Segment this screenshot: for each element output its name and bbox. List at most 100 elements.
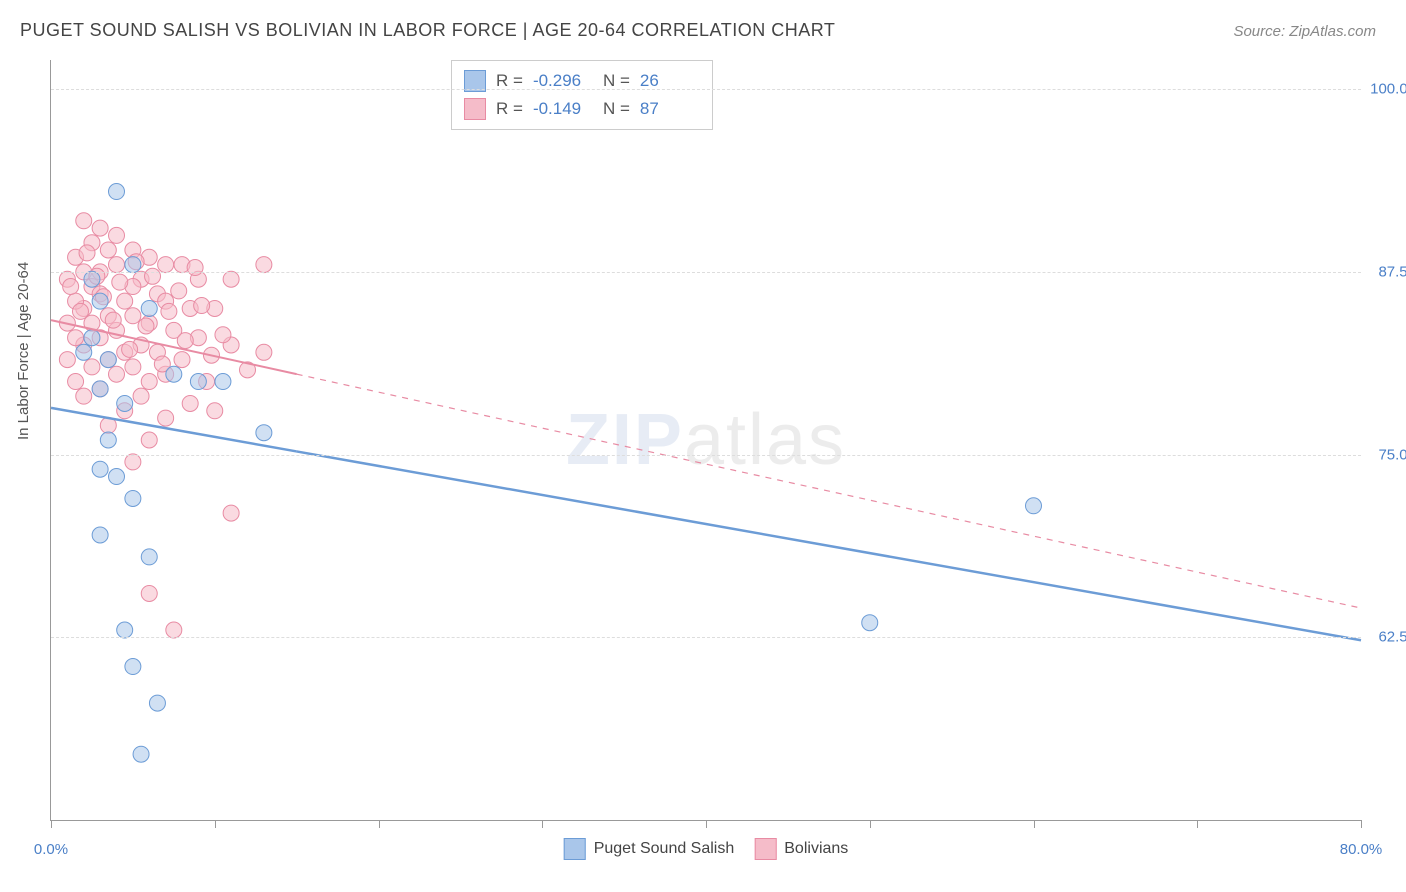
chart-title: PUGET SOUND SALISH VS BOLIVIAN IN LABOR … (20, 20, 835, 41)
data-point (72, 303, 88, 319)
data-point (76, 388, 92, 404)
data-point (125, 659, 141, 675)
x-tick (1197, 820, 1198, 828)
data-point (223, 271, 239, 287)
data-point (141, 585, 157, 601)
n-label: N = (603, 95, 630, 123)
data-point (215, 327, 231, 343)
data-point (171, 283, 187, 299)
data-point (182, 395, 198, 411)
chart-plot-area: ZIPatlas R =-0.296N =26R =-0.149N =87 Pu… (50, 60, 1361, 821)
data-point (166, 622, 182, 638)
data-point (174, 352, 190, 368)
data-point (92, 461, 108, 477)
x-tick (51, 820, 52, 828)
scatter-svg (51, 60, 1361, 820)
x-tick (870, 820, 871, 828)
n-value: 26 (640, 67, 700, 95)
x-tick (706, 820, 707, 828)
stats-row: R =-0.149N =87 (464, 95, 700, 123)
y-tick-label: 75.0% (1378, 446, 1406, 463)
data-point (59, 352, 75, 368)
data-point (862, 615, 878, 631)
y-tick-label: 100.0% (1370, 81, 1406, 98)
x-tick-label: 80.0% (1340, 841, 1383, 858)
n-value: 87 (640, 95, 700, 123)
data-point (145, 268, 161, 284)
data-point (138, 318, 154, 334)
data-point (161, 303, 177, 319)
data-point (158, 410, 174, 426)
data-point (100, 432, 116, 448)
data-point (117, 395, 133, 411)
data-point (92, 293, 108, 309)
stats-box: R =-0.296N =26R =-0.149N =87 (451, 60, 713, 130)
data-point (100, 242, 116, 258)
data-point (133, 746, 149, 762)
data-point (125, 359, 141, 375)
data-point (79, 245, 95, 261)
data-point (194, 298, 210, 314)
data-point (125, 490, 141, 506)
legend-swatch (754, 838, 776, 860)
data-point (84, 330, 100, 346)
y-tick-label: 87.5% (1378, 263, 1406, 280)
x-tick (1034, 820, 1035, 828)
data-point (256, 425, 272, 441)
data-point (105, 312, 121, 328)
x-tick (215, 820, 216, 828)
data-point (109, 469, 125, 485)
data-point (92, 527, 108, 543)
gridline (51, 89, 1361, 90)
legend-label: Bolivians (784, 840, 848, 858)
n-label: N = (603, 67, 630, 95)
data-point (109, 184, 125, 200)
data-point (92, 381, 108, 397)
y-tick-label: 62.5% (1378, 629, 1406, 646)
x-tick-label: 0.0% (34, 841, 68, 858)
data-point (215, 374, 231, 390)
data-point (125, 308, 141, 324)
data-point (122, 341, 138, 357)
legend-item: Bolivians (754, 838, 848, 860)
r-value: -0.296 (533, 67, 593, 95)
data-point (84, 271, 100, 287)
data-point (109, 227, 125, 243)
r-label: R = (496, 67, 523, 95)
data-point (158, 257, 174, 273)
x-tick (542, 820, 543, 828)
data-point (109, 366, 125, 382)
data-point (76, 344, 92, 360)
data-point (117, 622, 133, 638)
data-point (256, 257, 272, 273)
data-point (125, 257, 141, 273)
data-point (141, 549, 157, 565)
data-point (117, 293, 133, 309)
data-point (112, 274, 128, 290)
r-label: R = (496, 95, 523, 123)
stats-row: R = -0.296 N = 26 (464, 67, 700, 95)
x-tick (379, 820, 380, 828)
legend-swatch (464, 98, 486, 120)
data-point (63, 279, 79, 295)
y-axis-label: In Labor Force | Age 20-64 (15, 262, 32, 440)
source-label: Source: ZipAtlas.com (1233, 23, 1376, 40)
data-point (149, 695, 165, 711)
data-point (109, 257, 125, 273)
legend-item: Puget Sound Salish (564, 838, 735, 860)
data-point (166, 366, 182, 382)
data-point (133, 388, 149, 404)
data-point (141, 300, 157, 316)
data-point (76, 213, 92, 229)
gridline (51, 637, 1361, 638)
gridline (51, 455, 1361, 456)
data-point (141, 432, 157, 448)
data-point (100, 352, 116, 368)
x-tick (1361, 820, 1362, 828)
data-point (68, 374, 84, 390)
trend-line-ext (297, 451, 1361, 640)
data-point (190, 374, 206, 390)
data-point (256, 344, 272, 360)
legend-swatch (564, 838, 586, 860)
data-point (177, 333, 193, 349)
